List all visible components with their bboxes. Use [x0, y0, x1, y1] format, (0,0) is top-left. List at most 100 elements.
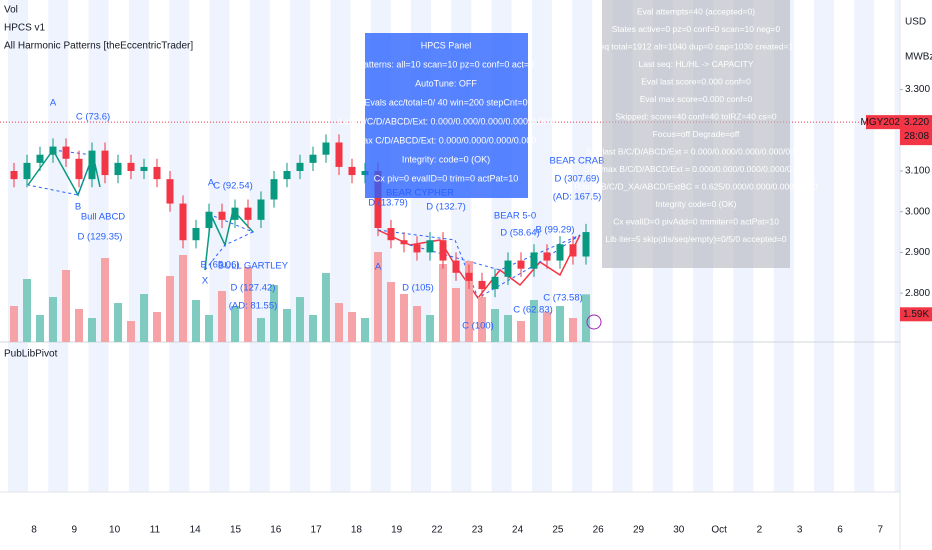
debug-line: Eval max score=0.000 conf=0 — [640, 94, 753, 104]
candle-body — [413, 244, 421, 253]
stripe — [330, 0, 351, 492]
candle-body — [244, 207, 252, 220]
pattern-label: (AD: 167.5) — [553, 192, 602, 203]
stripe — [8, 0, 28, 492]
pattern-label: C (73.58) — [543, 293, 583, 304]
candle-body — [101, 150, 109, 176]
volume-bar — [166, 276, 174, 342]
pattern-label: X — [202, 276, 209, 287]
volume-bar — [361, 318, 369, 342]
y-tick-label: 3.000 — [905, 206, 930, 217]
candle-body — [335, 142, 343, 167]
volume-bar — [218, 291, 226, 342]
x-tick-label: Oct — [711, 525, 727, 536]
stripe — [169, 0, 190, 492]
stripe — [88, 0, 109, 492]
volume-bar — [530, 300, 538, 342]
debug-line: Skipped: score=40 conf=40 tolRZ=40 cs=0 — [615, 111, 776, 121]
pattern-label: B (65.06) — [200, 260, 239, 271]
pattern-label: D (58.64) — [500, 228, 540, 239]
hpcs-line: Evals acc/total=0/ 40 win=200 stepCnt=0 — [364, 97, 527, 107]
x-tick-label: 29 — [633, 525, 645, 536]
pattern-label: BEAR CRAB — [550, 156, 605, 167]
hpcs-line: Patterns: all=10 scan=10 pz=0 conf=0 act… — [358, 59, 534, 69]
candle-body — [10, 171, 18, 180]
countdown: 28:08 — [904, 131, 929, 142]
x-tick-label: 8 — [31, 525, 37, 536]
volume-bar — [205, 315, 213, 342]
pattern-line — [27, 149, 94, 196]
pattern-line — [204, 214, 255, 271]
volume-bar — [439, 264, 447, 342]
debug-line: Focus=off Degrade=off — [653, 129, 740, 139]
debug-line: Sim max B/C/D/ABCD/Ext = 0.000/0.000/0.0… — [584, 164, 808, 174]
pattern-label: C (73.6) — [76, 112, 110, 123]
volume-bar — [309, 315, 317, 342]
stripe — [854, 0, 875, 492]
x-tick-label: 18 — [351, 525, 363, 536]
pattern-label: D (307.69) — [555, 174, 600, 185]
pattern-label: C (100) — [462, 321, 494, 332]
stripe — [249, 0, 270, 492]
volume-bar — [36, 315, 44, 342]
y-tick-label: 2.800 — [905, 288, 930, 299]
candle-body — [478, 280, 486, 290]
volume-bar — [153, 312, 161, 342]
candle-body — [231, 207, 239, 220]
candle-body — [491, 276, 499, 290]
price-tag-text: 3.220 — [904, 117, 929, 128]
volume-bar — [556, 306, 564, 342]
volume-tag — [900, 307, 932, 322]
debug-line: Seq total=1912 alt=1040 dup=0 cap=1030 c… — [594, 41, 798, 51]
x-tick-label: 22 — [431, 525, 443, 536]
candle-body — [36, 154, 44, 163]
candle-body — [543, 252, 551, 261]
pattern-label: BEAR 5-0 — [494, 211, 536, 222]
pattern-label: D (129.35) — [78, 232, 123, 243]
volume-bar — [244, 267, 252, 342]
candle-body — [270, 179, 278, 200]
hpcs-line: HPCS Panel — [421, 40, 472, 50]
candle-body — [218, 211, 226, 220]
debug-line: Last seq: HL/HL -> CAPACITY — [638, 59, 753, 69]
candle-body — [62, 146, 70, 159]
x-tick-label: 19 — [391, 525, 403, 536]
volume-bar — [257, 318, 265, 342]
pattern-label: D (105) — [402, 283, 434, 294]
hpcs-line: Last B/C/D/ABCD/Ext: 0.000/0.000/0.000/0… — [339, 116, 553, 126]
y-tick-label: 3.300 — [905, 84, 930, 95]
volume-bar — [348, 312, 356, 342]
candle-body — [309, 154, 317, 163]
stripe — [290, 0, 311, 492]
volume-bar — [387, 282, 395, 342]
volume-tag-text: 1.59K — [903, 309, 929, 320]
pattern-label: (AD: 81.55) — [229, 301, 278, 312]
volume-bar — [88, 318, 96, 342]
x-tick-label: 10 — [109, 525, 121, 536]
axes: 8 9 10 11 14 15 16 17 18 19 22 23 24 25 26 29 30 Oct 2 3 6 72… — [31, 84, 930, 535]
stripe — [572, 0, 593, 492]
pattern-label: BULL GARTLEY — [218, 261, 289, 272]
candle-body — [205, 211, 213, 228]
debug-line: Eval attempts=40 (accepted=0) — [637, 6, 755, 16]
x-tick-label: 16 — [270, 525, 282, 536]
volume-bar — [75, 309, 83, 342]
panel-texts: HPCS Panel Patterns: all=10 scan=10 pz=0 … — [339, 6, 818, 244]
x-tick-label: 26 — [593, 525, 605, 536]
volume-bar — [10, 306, 18, 342]
candle-body — [127, 162, 135, 171]
x-tick-label: 25 — [552, 525, 564, 536]
volume-bar — [335, 303, 343, 342]
y-tick-label: 2.900 — [905, 247, 930, 258]
volume-bar — [62, 270, 70, 342]
replay-icon[interactable] — [586, 314, 602, 330]
candle-body — [140, 166, 148, 171]
candle-body — [348, 166, 356, 176]
debug-panel — [602, 0, 790, 268]
volume-bar — [231, 306, 239, 342]
volume-bar — [270, 285, 278, 342]
volume-bar — [283, 309, 291, 342]
pattern-label: Bull ABCD — [81, 212, 125, 223]
candle-body — [114, 162, 122, 176]
